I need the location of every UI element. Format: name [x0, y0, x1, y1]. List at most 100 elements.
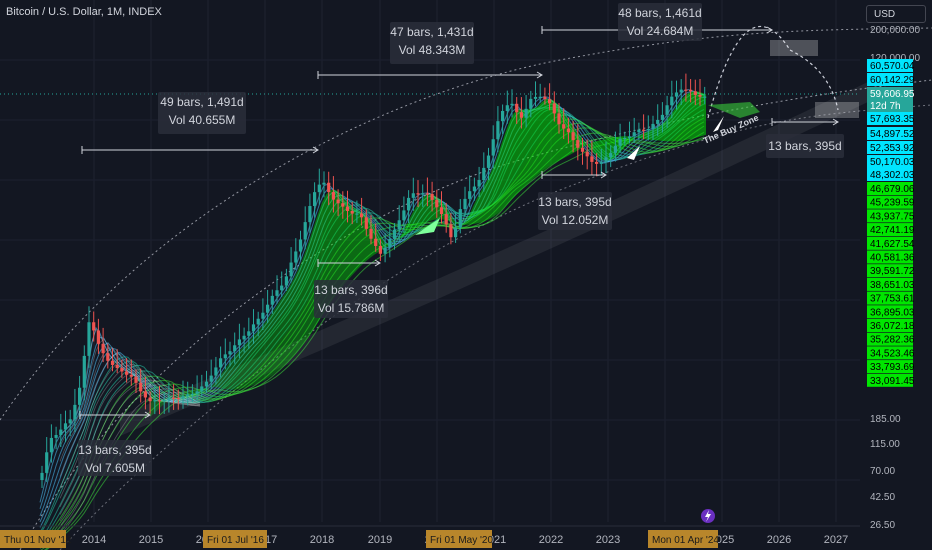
candle-body: [689, 89, 693, 92]
green-price-badge-bg: [867, 291, 913, 305]
x-tick: 2019: [368, 534, 392, 546]
candle-body: [472, 186, 476, 192]
candle: [374, 223, 378, 252]
candle: [618, 123, 622, 154]
measure-arrow: [312, 146, 319, 154]
candle-body: [468, 191, 472, 199]
cyan-price-badge: 48,302.03: [870, 170, 915, 181]
candle-body: [651, 123, 655, 130]
candle: [402, 196, 406, 233]
candle-body: [364, 217, 368, 229]
candle: [444, 202, 448, 233]
cyan-price-badge: 50,170.03: [870, 157, 915, 168]
candle-body: [482, 167, 486, 181]
ribbon-fan-line: [59, 346, 201, 462]
candle: [96, 318, 100, 354]
projection-down-arc: [789, 49, 839, 111]
candle-body: [519, 112, 523, 118]
candle: [223, 338, 227, 370]
candle-body: [82, 355, 86, 388]
green-price-badge-bg: [867, 223, 913, 237]
candle: [407, 190, 411, 224]
green-price-badge-bg: [867, 236, 913, 250]
green-price-badge: 46,679.06: [870, 184, 915, 195]
candle: [388, 224, 392, 258]
measure-bars-label: 13 bars, 396d: [314, 283, 387, 297]
candle-body: [233, 345, 237, 352]
candle-body: [153, 400, 157, 402]
candle: [143, 376, 147, 410]
ribbon-line: [39, 108, 705, 541]
candle-body: [515, 103, 519, 113]
candle: [458, 199, 462, 234]
y-tick: 26.50: [870, 520, 895, 531]
candle-body: [129, 374, 133, 377]
candle-body: [134, 376, 138, 383]
candle-body: [674, 92, 679, 97]
candle: [106, 343, 110, 369]
candle: [172, 384, 176, 410]
measure-box: [78, 440, 152, 476]
candle-body: [298, 239, 303, 252]
currency-button[interactable]: USD: [866, 5, 926, 23]
measure-vol-label: Vol 7.605M: [85, 461, 145, 475]
candle: [369, 215, 373, 245]
candles: [40, 73, 707, 488]
ribbon-line: [39, 117, 705, 546]
candle: [642, 114, 646, 140]
measure-vol-label: Vol 40.655M: [169, 113, 236, 127]
candle-body: [458, 209, 462, 228]
candle-body: [444, 214, 448, 225]
candle-body: [157, 400, 162, 402]
candle-body: [110, 360, 115, 365]
candle: [256, 311, 260, 337]
candle: [73, 388, 77, 433]
candle: [665, 95, 669, 128]
candle-body: [402, 210, 406, 221]
candle: [580, 137, 585, 165]
candle-body: [670, 96, 674, 106]
candle: [566, 117, 570, 144]
candle: [87, 306, 91, 368]
candle: [247, 317, 251, 349]
cyan-price-badge-bg: [867, 73, 913, 86]
candle: [548, 83, 552, 111]
candle: [68, 409, 72, 437]
candle: [139, 368, 143, 403]
candle: [280, 271, 284, 297]
candle-body: [529, 98, 533, 109]
green-price-badge: 34,523.46: [870, 348, 915, 359]
candle: [355, 200, 359, 223]
green-price-badge: 45,239.59: [870, 198, 915, 209]
candle-body: [228, 351, 232, 355]
candle-body: [308, 206, 312, 223]
cyan-price-badge: 12d 7h: [870, 101, 901, 112]
candle: [562, 108, 566, 140]
candle-body: [421, 193, 425, 195]
lightning-icon: [701, 509, 715, 523]
candle-body: [176, 397, 180, 400]
candle-body: [92, 322, 96, 331]
candle: [167, 382, 171, 413]
candle-body: [435, 199, 439, 208]
candle-body: [261, 312, 265, 319]
candle: [646, 115, 650, 141]
candle: [92, 311, 96, 342]
candle-body: [566, 128, 570, 133]
candle: [501, 104, 505, 135]
ribbon-line: [39, 125, 705, 549]
candle-body: [45, 452, 49, 473]
candle-body: [162, 399, 166, 402]
candle: [270, 289, 274, 314]
candle: [637, 122, 641, 141]
ribbon-fan-line: [59, 391, 201, 536]
candle: [266, 289, 270, 324]
candle: [613, 131, 617, 162]
candle-body: [40, 472, 44, 480]
measure-arrow: [536, 71, 543, 79]
candle-body: [604, 157, 608, 163]
candle: [101, 327, 105, 363]
candle-body: [684, 89, 688, 91]
candle-body: [642, 129, 646, 131]
